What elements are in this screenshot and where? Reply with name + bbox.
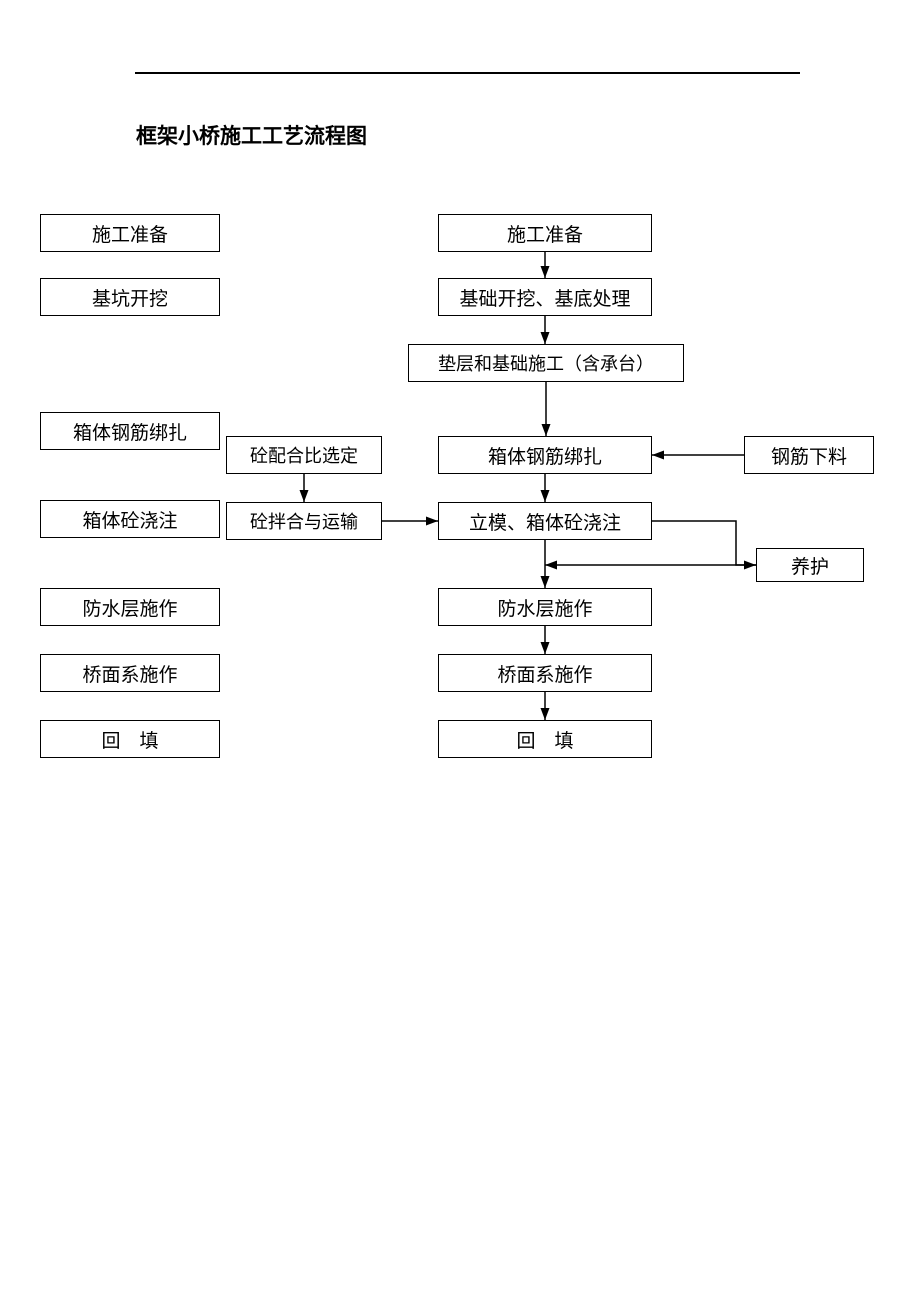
flowchart-node-C4: 箱体钢筋绑扎 (438, 436, 652, 474)
header-rule (135, 72, 800, 74)
flowchart-node-L7: 回 填 (40, 720, 220, 758)
flowchart-node-R2: 养护 (756, 548, 864, 582)
flowchart-node-C2: 基础开挖、基底处理 (438, 278, 652, 316)
flowchart-node-L4: 箱体砼浇注 (40, 500, 220, 538)
flowchart-node-L3: 箱体钢筋绑扎 (40, 412, 220, 450)
flowchart-node-L6: 桥面系施作 (40, 654, 220, 692)
flowchart-node-C3: 垫层和基础施工（含承台） (408, 344, 684, 382)
flowchart-node-S2: 砼拌合与运输 (226, 502, 382, 540)
flowchart-node-L1: 施工准备 (40, 214, 220, 252)
flowchart-node-C6: 防水层施作 (438, 588, 652, 626)
flowchart-node-C5: 立模、箱体砼浇注 (438, 502, 652, 540)
flowchart-node-S1: 砼配合比选定 (226, 436, 382, 474)
flowchart-node-L5: 防水层施作 (40, 588, 220, 626)
flowchart-node-R1: 钢筋下料 (744, 436, 874, 474)
flowchart-node-C7: 桥面系施作 (438, 654, 652, 692)
flowchart-node-L2: 基坑开挖 (40, 278, 220, 316)
flowchart-node-C1: 施工准备 (438, 214, 652, 252)
page-title: 框架小桥施工工艺流程图 (136, 120, 367, 150)
flowchart-arrows (0, 0, 920, 1302)
flowchart-node-C8: 回 填 (438, 720, 652, 758)
